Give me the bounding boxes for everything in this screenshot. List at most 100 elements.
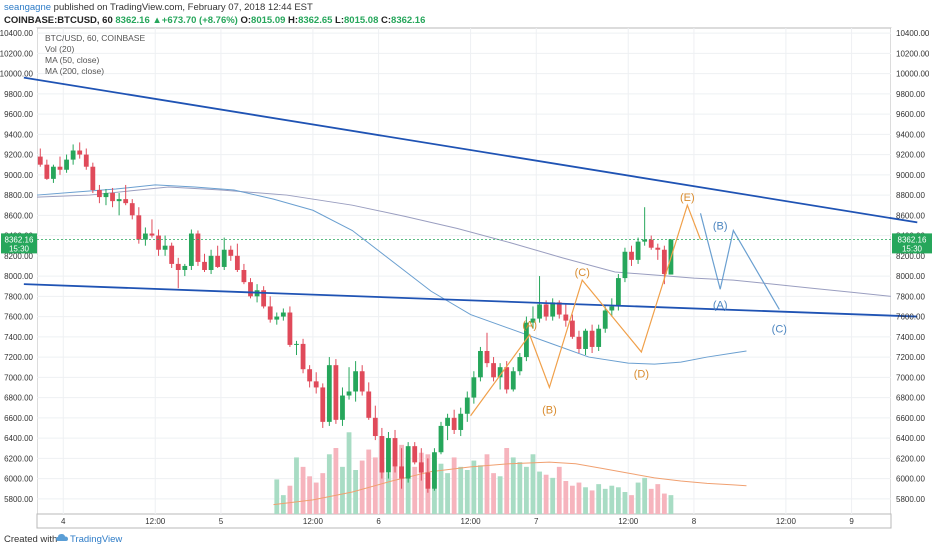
volume-bar xyxy=(412,466,418,514)
time-tick: 12:00 xyxy=(145,517,166,526)
candle-body xyxy=(44,164,50,179)
price-tick-right: 10200.00 xyxy=(896,49,930,58)
candle-body xyxy=(175,263,181,270)
candle-body xyxy=(609,306,615,311)
ma200-line xyxy=(36,186,892,297)
volume-bar xyxy=(392,441,398,514)
wave-label: (E) xyxy=(680,192,695,204)
elliott-waves: (A) (B) (C) (D) (E) (A) (B) (C) xyxy=(470,192,787,417)
price-tick-left: 9000.00 xyxy=(4,171,33,180)
ohlc-line: COINBASE:BTCUSD, 60 8362.16 ▲+673.70 (+8… xyxy=(4,15,425,26)
legend-ma50: MA (50, close) xyxy=(45,55,99,65)
candle-body xyxy=(202,261,207,270)
price-tick-right: 10000.00 xyxy=(896,70,930,79)
time-tick: 12:00 xyxy=(618,517,639,526)
candle-body xyxy=(537,304,542,319)
trendline-lower xyxy=(23,283,918,318)
author-link[interactable]: seangagne xyxy=(4,2,52,13)
legend-vol: Vol (20) xyxy=(45,44,74,54)
time-tick: 9 xyxy=(849,517,854,526)
tradingview-brand[interactable]: TradingView xyxy=(70,534,123,545)
price-axis-labels: 10400.00 10400.00 10200.00 10200.00 10000.00… xyxy=(0,29,930,504)
volume-bar xyxy=(602,488,608,514)
candle-body xyxy=(563,314,569,321)
price-tick-right: 9400.00 xyxy=(896,130,925,139)
candle-body xyxy=(504,367,510,390)
close-label: C: xyxy=(381,15,392,26)
candle-body xyxy=(195,233,201,262)
candle-body xyxy=(103,193,109,198)
candle-body xyxy=(379,436,385,473)
candle-body xyxy=(136,215,142,240)
close-value: 8362.16 xyxy=(391,15,426,26)
candle-body xyxy=(596,328,602,347)
price-tick-left: 10200.00 xyxy=(0,49,34,58)
tradingview-cloud-icon xyxy=(56,534,68,541)
volume-bar xyxy=(326,454,332,514)
candle-body xyxy=(432,452,437,489)
created-with-label: Created with xyxy=(4,534,58,545)
chart-header: seangagne published on TradingView.com, … xyxy=(0,0,932,28)
candle-body xyxy=(300,343,306,370)
candle-body xyxy=(615,278,621,307)
candle-body xyxy=(313,381,319,388)
candle-body xyxy=(366,391,372,418)
volume-bar xyxy=(405,457,411,514)
candle-body xyxy=(90,166,96,190)
candle-body xyxy=(51,166,56,179)
candle-body xyxy=(280,312,286,317)
volume-bar xyxy=(320,473,326,514)
volume-bar xyxy=(642,477,648,514)
left-axis xyxy=(0,28,37,514)
price-tick-left: 7600.00 xyxy=(4,313,33,322)
price-tick-right: 6600.00 xyxy=(896,414,925,423)
time-tick: 4 xyxy=(61,517,66,526)
price-tick-left: 7800.00 xyxy=(4,292,33,301)
candle-body xyxy=(129,203,135,216)
candle-body xyxy=(162,245,168,250)
price-tick-left: 9800.00 xyxy=(4,90,33,99)
price-tick-right: 8000.00 xyxy=(896,272,925,281)
price-badge-time: 15:30 xyxy=(902,244,923,253)
right-axis xyxy=(891,28,932,514)
candle-body xyxy=(320,387,326,422)
candlesticks xyxy=(37,142,674,493)
price-tick-left: 9600.00 xyxy=(4,110,33,119)
candle-body xyxy=(228,249,234,256)
wave-label: (B) xyxy=(542,405,557,417)
candle-body xyxy=(149,233,155,236)
candle-body xyxy=(215,255,221,267)
wave-label: (C) xyxy=(772,324,787,336)
volume-bar xyxy=(300,466,306,514)
candle-body xyxy=(576,336,582,349)
candle-body xyxy=(37,156,43,165)
grid-lines xyxy=(37,28,891,514)
volume-bar xyxy=(550,477,556,514)
candle-body xyxy=(97,190,102,198)
volume-bar xyxy=(668,495,674,514)
price-tick-right: 7400.00 xyxy=(896,333,925,342)
candle-body xyxy=(234,255,240,270)
trendline-upper xyxy=(23,76,918,224)
price-tick-left: 8000.00 xyxy=(4,272,33,281)
volume-bar xyxy=(313,482,319,514)
ma50-line xyxy=(36,184,747,365)
volume-bar xyxy=(556,466,562,514)
low-value: 8015.08 xyxy=(344,15,379,26)
time-axis-labels: 4 12:00 5 12:00 6 12:00 7 12:00 8 12:00 9 xyxy=(61,517,854,526)
price-tick-right: 8200.00 xyxy=(896,252,925,261)
candle-body xyxy=(550,302,556,317)
volume-bar xyxy=(583,487,588,514)
volume-bar xyxy=(386,473,391,514)
price-tick-left: 6000.00 xyxy=(4,475,33,484)
candle-body xyxy=(530,318,536,323)
candle-body xyxy=(418,462,424,473)
candle-body xyxy=(340,395,345,420)
candle-body xyxy=(142,233,148,240)
time-tick: 12:00 xyxy=(303,517,324,526)
volume-bar xyxy=(333,448,339,514)
volume-bar xyxy=(589,490,595,514)
volume-bar xyxy=(274,479,280,514)
price-tick-right: 9800.00 xyxy=(896,90,925,99)
